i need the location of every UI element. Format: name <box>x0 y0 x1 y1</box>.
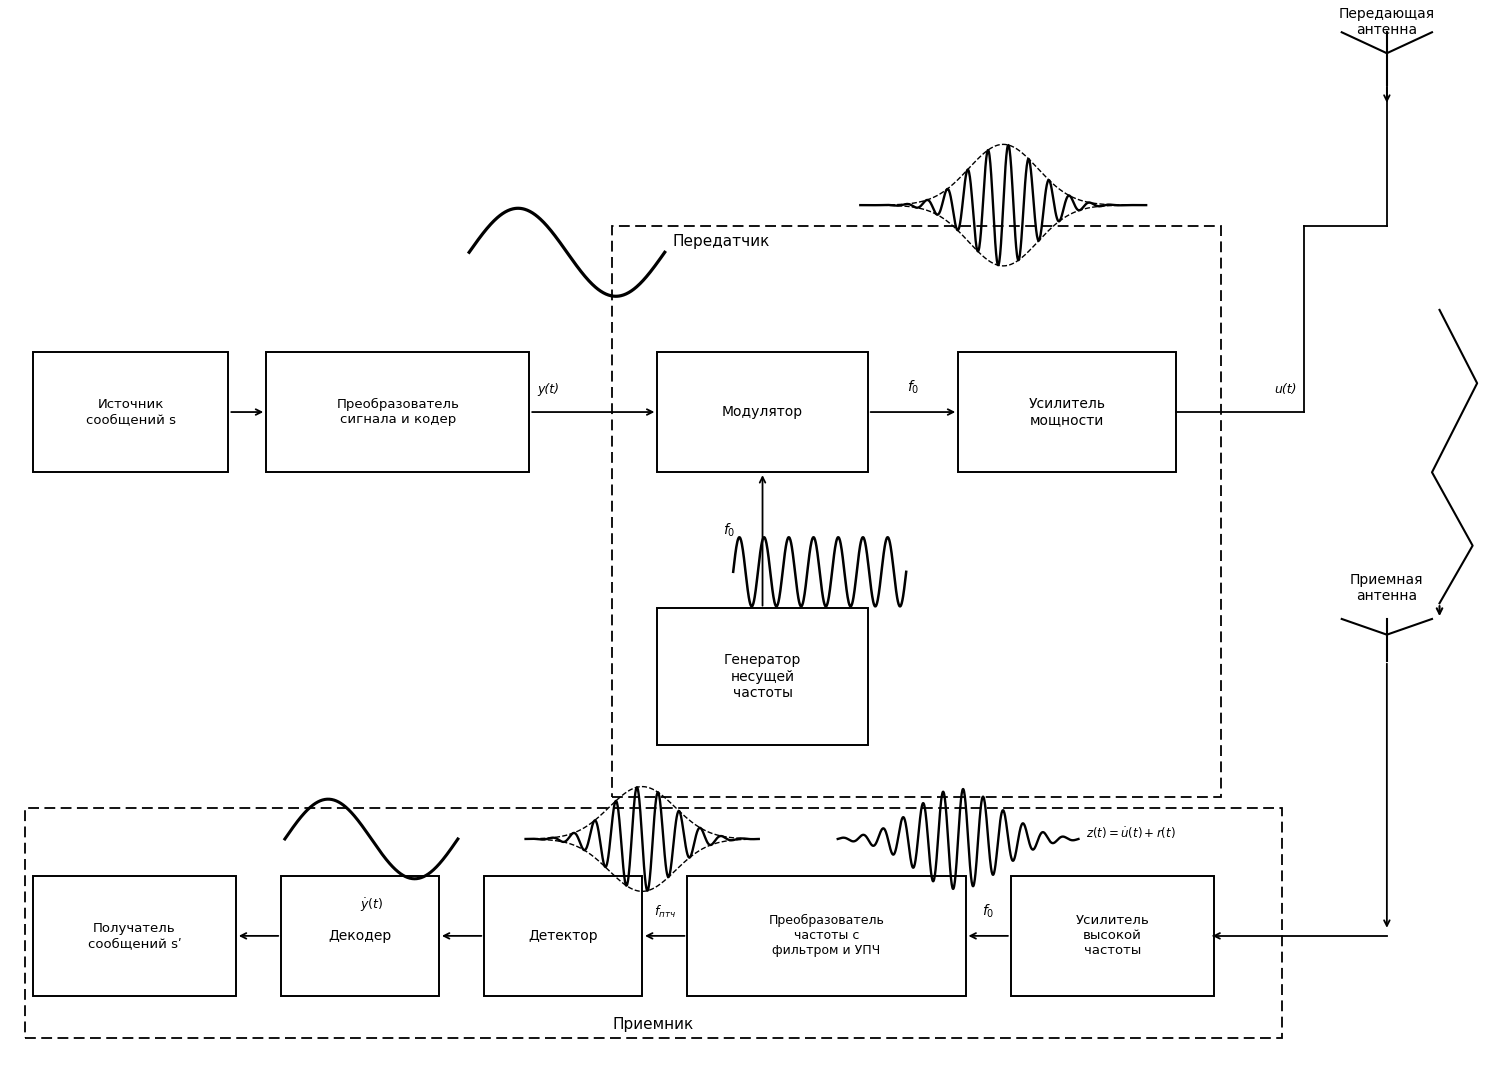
Bar <box>657 608 868 745</box>
Text: Декодер: Декодер <box>329 929 391 943</box>
Text: $z(t) =\dot{u}(t)+r(t)$: $z(t) =\dot{u}(t)+r(t)$ <box>1086 826 1176 842</box>
Bar <box>959 352 1176 473</box>
Text: $f_0$: $f_0$ <box>723 521 735 539</box>
Text: y(t): y(t) <box>538 383 559 396</box>
Text: Источник
сообщений s: Источник сообщений s <box>86 398 175 426</box>
Text: Передающая
антенна: Передающая антенна <box>1339 7 1434 37</box>
Bar <box>687 876 965 997</box>
Bar <box>33 352 228 473</box>
Bar <box>485 876 642 997</box>
Text: $f_0$: $f_0$ <box>982 903 995 920</box>
Text: $f_0$: $f_0$ <box>908 379 920 396</box>
Text: Усилитель
высокой
частоты: Усилитель высокой частоты <box>1075 914 1149 957</box>
Text: $f_{птч}$: $f_{птч}$ <box>654 904 676 920</box>
Bar <box>266 352 530 473</box>
Text: Преобразователь
частоты с
фильтром и УПЧ: Преобразователь частоты с фильтром и УПЧ <box>769 914 885 957</box>
Text: Приемник: Приемник <box>613 1017 695 1032</box>
Text: Приемная
антенна: Приемная антенна <box>1350 573 1424 603</box>
Text: Получатель
сообщений sʹ: Получатель сообщений sʹ <box>88 922 181 950</box>
Text: Генератор
несущей
частоты: Генератор несущей частоты <box>723 653 802 700</box>
Bar <box>26 808 1282 1038</box>
Bar <box>281 876 439 997</box>
Text: Передатчик: Передатчик <box>672 235 770 250</box>
Text: $\dot{y}(t)$: $\dot{y}(t)$ <box>359 896 384 914</box>
Text: Детектор: Детектор <box>528 929 598 943</box>
Bar <box>612 226 1222 797</box>
Text: Модулятор: Модулятор <box>722 405 803 419</box>
Text: u(t): u(t) <box>1274 383 1297 396</box>
Bar <box>657 352 868 473</box>
Bar <box>33 876 236 997</box>
Text: Преобразователь
сигнала и кодер: Преобразователь сигнала и кодер <box>337 398 459 426</box>
Bar <box>1010 876 1214 997</box>
Text: Усилитель
мощности: Усилитель мощности <box>1028 397 1105 427</box>
